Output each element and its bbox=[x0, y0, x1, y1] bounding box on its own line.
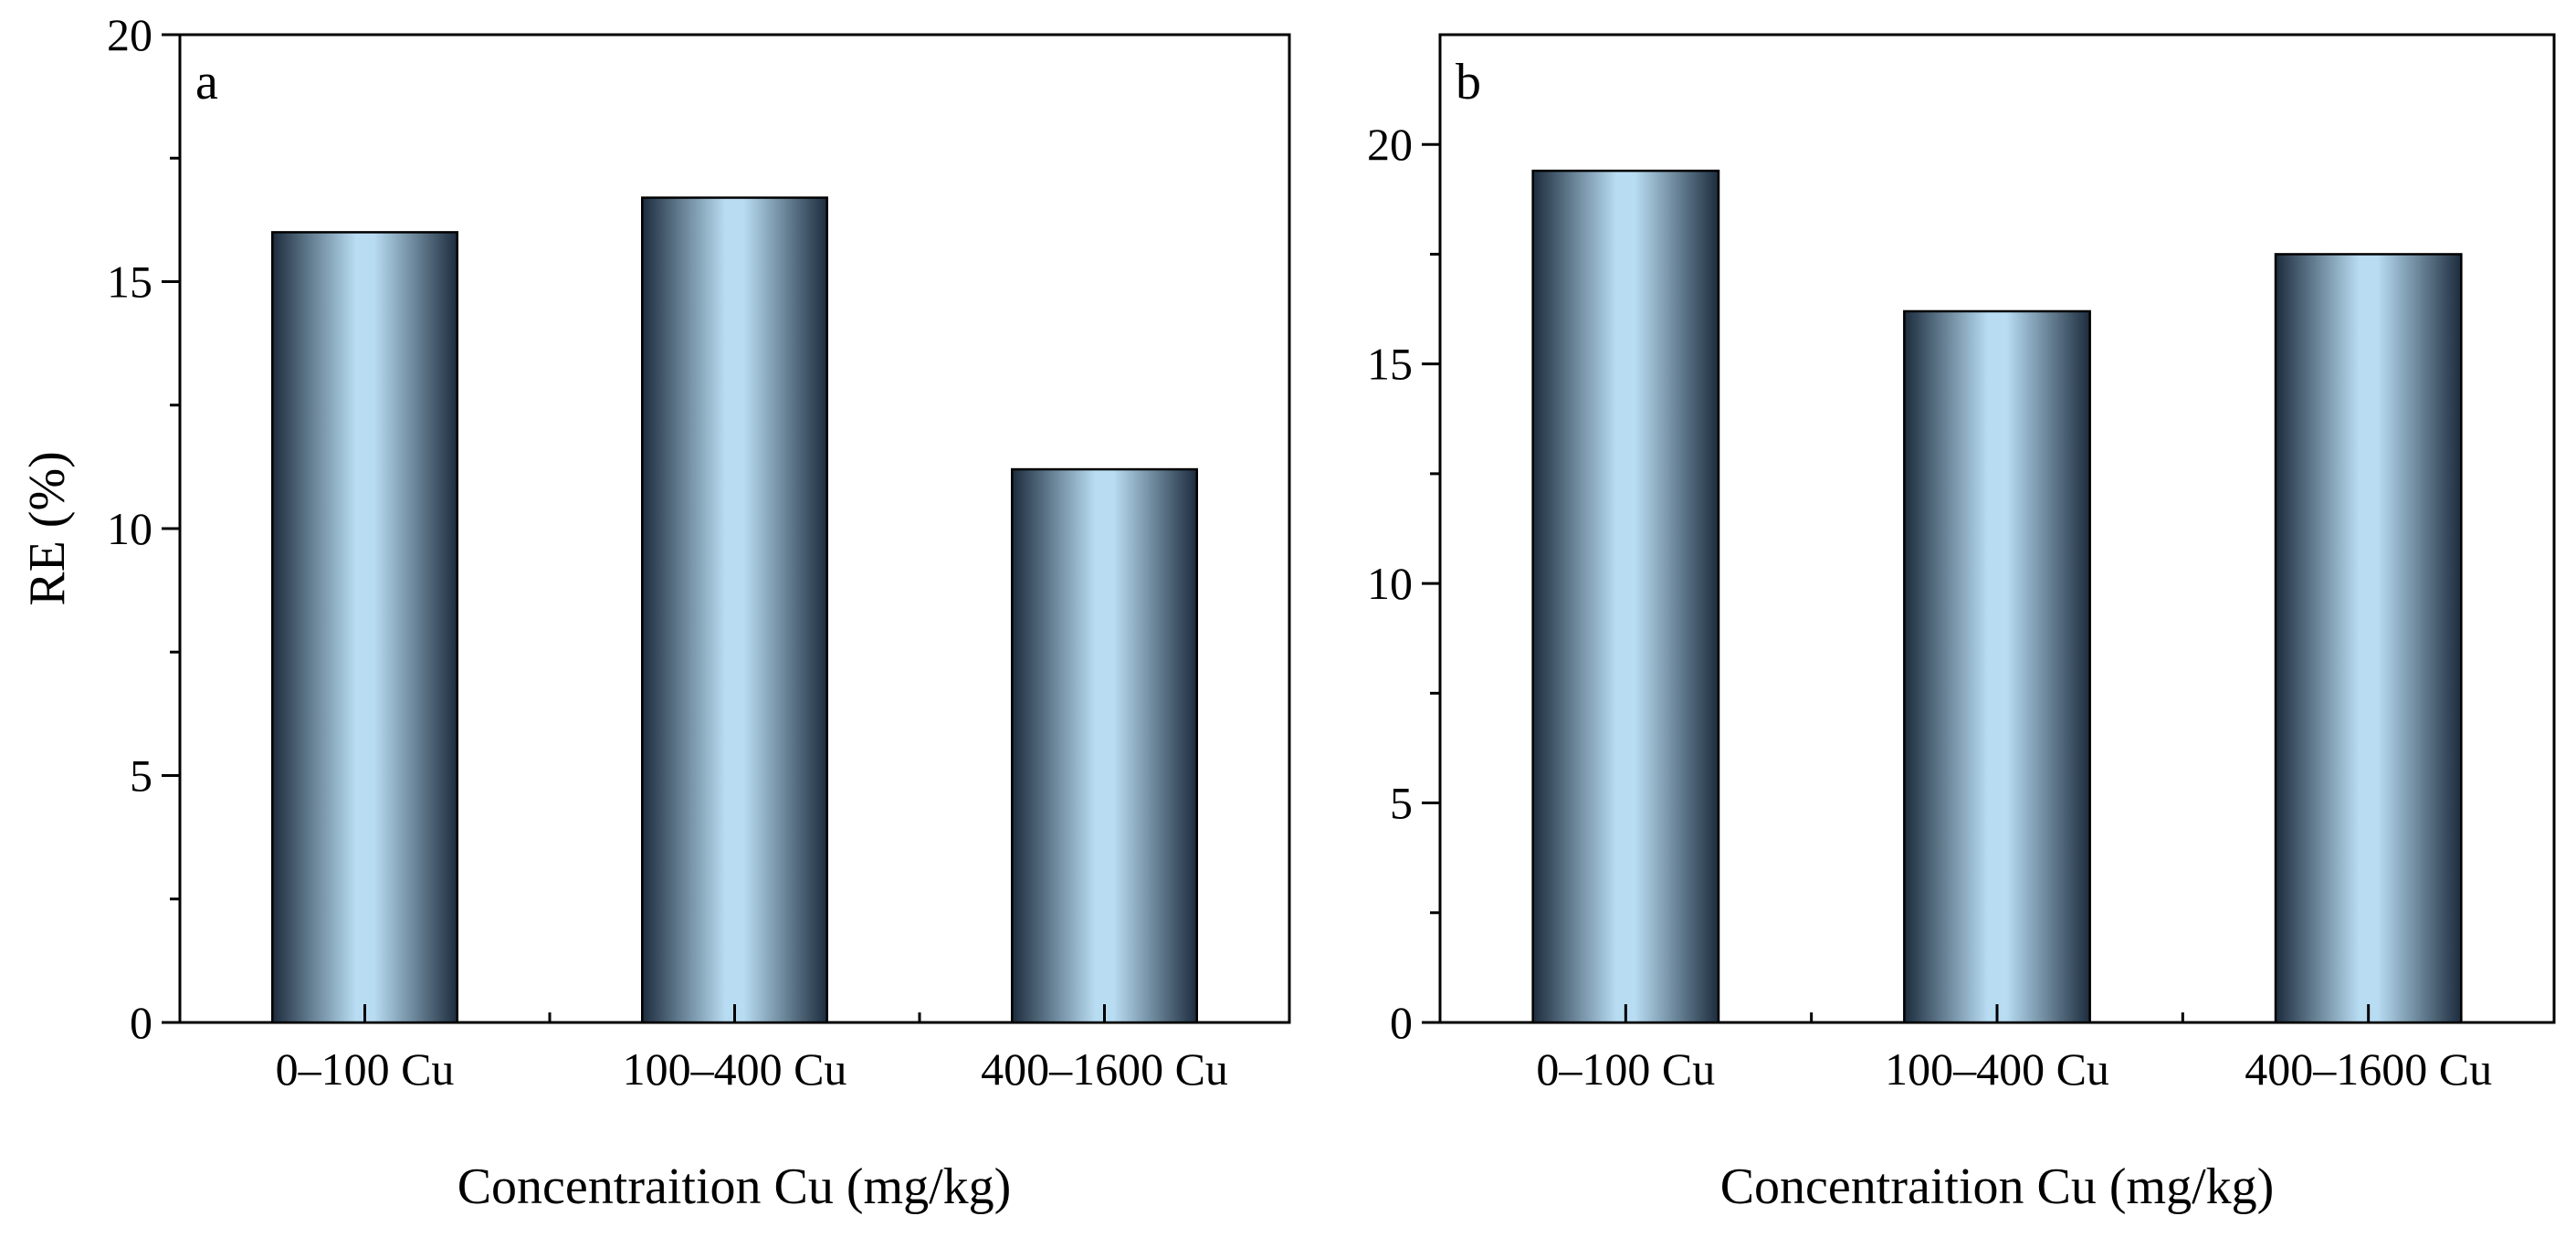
x-tick-label-a-1: 0–100 Cu bbox=[276, 1043, 455, 1095]
x-axis-title-a: Concentraition Cu (mg/kg) bbox=[457, 1158, 1012, 1215]
y-tick-label-a-20: 20 bbox=[107, 9, 152, 60]
y-tick-label-a-5: 5 bbox=[130, 750, 152, 802]
panel-a: 0 5 10 15 20 0–100 Cu 100–400 Cu 400–1600 Cu a… bbox=[19, 9, 1291, 1215]
y-tick-label-b-0: 0 bbox=[1390, 997, 1413, 1048]
y-tick-label-a-0: 0 bbox=[130, 997, 152, 1048]
x-tick-label-a-2: 100–400 Cu bbox=[623, 1043, 847, 1095]
x-axis-title-b: Concentraition Cu (mg/kg) bbox=[1720, 1158, 2275, 1215]
panel-b: 0 5 10 15 20 0–100 Cu 100–400 Cu 400–1600 Cu b… bbox=[1367, 33, 2556, 1215]
y-axis-title-a: RE (%) bbox=[19, 451, 76, 606]
y-tick-label-a-15: 15 bbox=[107, 257, 152, 308]
x-axis-a: 0–100 Cu 100–400 Cu 400–1600 Cu bbox=[276, 1004, 1228, 1095]
y-axis-b: 0 5 10 15 20 bbox=[1367, 119, 1440, 1048]
y-tick-label-a-10: 10 bbox=[107, 503, 152, 554]
bar-b-2 bbox=[1903, 309, 2091, 1024]
panel-letter-a: a bbox=[195, 54, 218, 110]
x-tick-label-a-3: 400–1600 Cu bbox=[981, 1043, 1228, 1095]
x-tick-label-b-3: 400–1600 Cu bbox=[2245, 1043, 2492, 1095]
y-tick-label-b-20: 20 bbox=[1367, 119, 1413, 170]
x-tick-label-b-1: 0–100 Cu bbox=[1536, 1043, 1715, 1095]
bar-b-3 bbox=[2274, 253, 2463, 1024]
y-tick-label-b-5: 5 bbox=[1390, 778, 1413, 829]
y-tick-label-b-15: 15 bbox=[1367, 339, 1413, 390]
y-tick-label-b-10: 10 bbox=[1367, 558, 1413, 609]
bars-a bbox=[271, 196, 1198, 1024]
bar-a-3 bbox=[1011, 467, 1198, 1024]
panel-letter-b: b bbox=[1456, 54, 1481, 110]
y-axis-a: 0 5 10 15 20 bbox=[107, 9, 180, 1048]
x-tick-label-b-2: 100–400 Cu bbox=[1885, 1043, 2109, 1095]
bar-a-1 bbox=[271, 231, 458, 1024]
x-axis-b: 0–100 Cu 100–400 Cu 400–1600 Cu bbox=[1536, 1004, 2492, 1095]
bars-b bbox=[1531, 169, 2463, 1024]
bar-b-1 bbox=[1531, 169, 1720, 1024]
bar-a-2 bbox=[641, 196, 828, 1024]
